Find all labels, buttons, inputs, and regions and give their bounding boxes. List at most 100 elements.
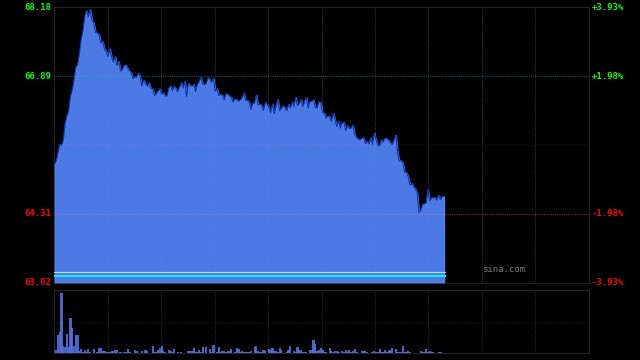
- Bar: [71, 328, 74, 353]
- Bar: [68, 347, 70, 353]
- Bar: [221, 351, 223, 353]
- Bar: [257, 351, 259, 353]
- Bar: [189, 351, 191, 353]
- Bar: [337, 352, 340, 353]
- Bar: [114, 350, 116, 353]
- Bar: [82, 352, 84, 353]
- Text: 68.18: 68.18: [25, 3, 52, 12]
- Bar: [243, 352, 245, 353]
- Bar: [280, 350, 282, 353]
- Bar: [246, 352, 248, 353]
- Bar: [225, 352, 227, 353]
- Bar: [405, 352, 408, 353]
- Bar: [259, 352, 261, 353]
- Bar: [104, 351, 106, 353]
- Bar: [336, 351, 338, 353]
- Text: -3.93%: -3.93%: [591, 278, 624, 287]
- Bar: [98, 348, 100, 353]
- Bar: [389, 350, 392, 353]
- Text: -1.98%: -1.98%: [591, 209, 624, 218]
- Bar: [345, 350, 347, 353]
- Bar: [136, 351, 138, 353]
- Text: +1.98%: +1.98%: [591, 72, 624, 81]
- Bar: [188, 351, 189, 353]
- Bar: [141, 351, 143, 353]
- Bar: [116, 350, 118, 353]
- Bar: [123, 351, 125, 353]
- Bar: [328, 348, 331, 353]
- Bar: [170, 351, 172, 353]
- Bar: [87, 349, 90, 353]
- Bar: [321, 350, 324, 353]
- Bar: [348, 350, 350, 353]
- Bar: [334, 351, 336, 353]
- Bar: [397, 352, 399, 353]
- Bar: [93, 349, 95, 353]
- Bar: [55, 350, 57, 353]
- Bar: [395, 348, 397, 353]
- Bar: [154, 352, 156, 353]
- Text: 66.89: 66.89: [25, 72, 52, 81]
- Bar: [216, 351, 218, 353]
- Bar: [268, 349, 270, 353]
- Bar: [302, 352, 304, 353]
- Bar: [191, 351, 193, 353]
- Bar: [59, 332, 61, 353]
- Bar: [177, 352, 179, 353]
- Bar: [109, 352, 111, 353]
- Bar: [409, 352, 411, 353]
- Bar: [147, 351, 148, 353]
- Bar: [346, 352, 349, 353]
- Bar: [202, 347, 204, 353]
- Bar: [84, 350, 86, 353]
- Bar: [180, 352, 182, 353]
- Bar: [300, 350, 302, 353]
- Bar: [61, 293, 63, 353]
- Bar: [364, 351, 367, 353]
- Bar: [253, 347, 255, 353]
- Bar: [120, 352, 122, 353]
- Bar: [236, 348, 238, 353]
- Bar: [163, 351, 164, 353]
- Bar: [343, 352, 345, 353]
- Bar: [134, 351, 136, 353]
- Bar: [325, 352, 327, 353]
- Bar: [377, 352, 379, 353]
- Bar: [234, 352, 236, 353]
- Bar: [316, 351, 318, 353]
- Bar: [423, 352, 426, 353]
- Bar: [172, 352, 173, 353]
- Bar: [62, 346, 65, 353]
- Bar: [380, 352, 383, 353]
- Bar: [391, 348, 393, 353]
- Bar: [379, 349, 381, 353]
- Bar: [73, 346, 75, 353]
- Bar: [305, 352, 307, 353]
- Bar: [230, 349, 232, 353]
- Bar: [355, 352, 358, 353]
- Bar: [366, 352, 368, 353]
- Bar: [102, 351, 104, 353]
- Bar: [303, 352, 306, 353]
- Bar: [218, 347, 220, 353]
- Bar: [250, 351, 252, 353]
- Bar: [400, 352, 402, 353]
- Bar: [86, 352, 88, 353]
- Bar: [164, 352, 166, 353]
- Bar: [278, 348, 281, 353]
- Bar: [195, 352, 196, 353]
- Bar: [352, 351, 354, 353]
- Bar: [66, 333, 68, 353]
- Bar: [273, 351, 275, 353]
- Bar: [429, 351, 431, 353]
- Bar: [293, 351, 295, 353]
- Bar: [248, 352, 250, 353]
- Bar: [425, 349, 428, 353]
- Bar: [269, 350, 272, 353]
- Text: sina.com: sina.com: [482, 265, 525, 274]
- Bar: [361, 351, 363, 353]
- Bar: [211, 352, 212, 353]
- Bar: [438, 352, 440, 353]
- Bar: [353, 350, 356, 353]
- Text: 64.31: 64.31: [25, 209, 52, 218]
